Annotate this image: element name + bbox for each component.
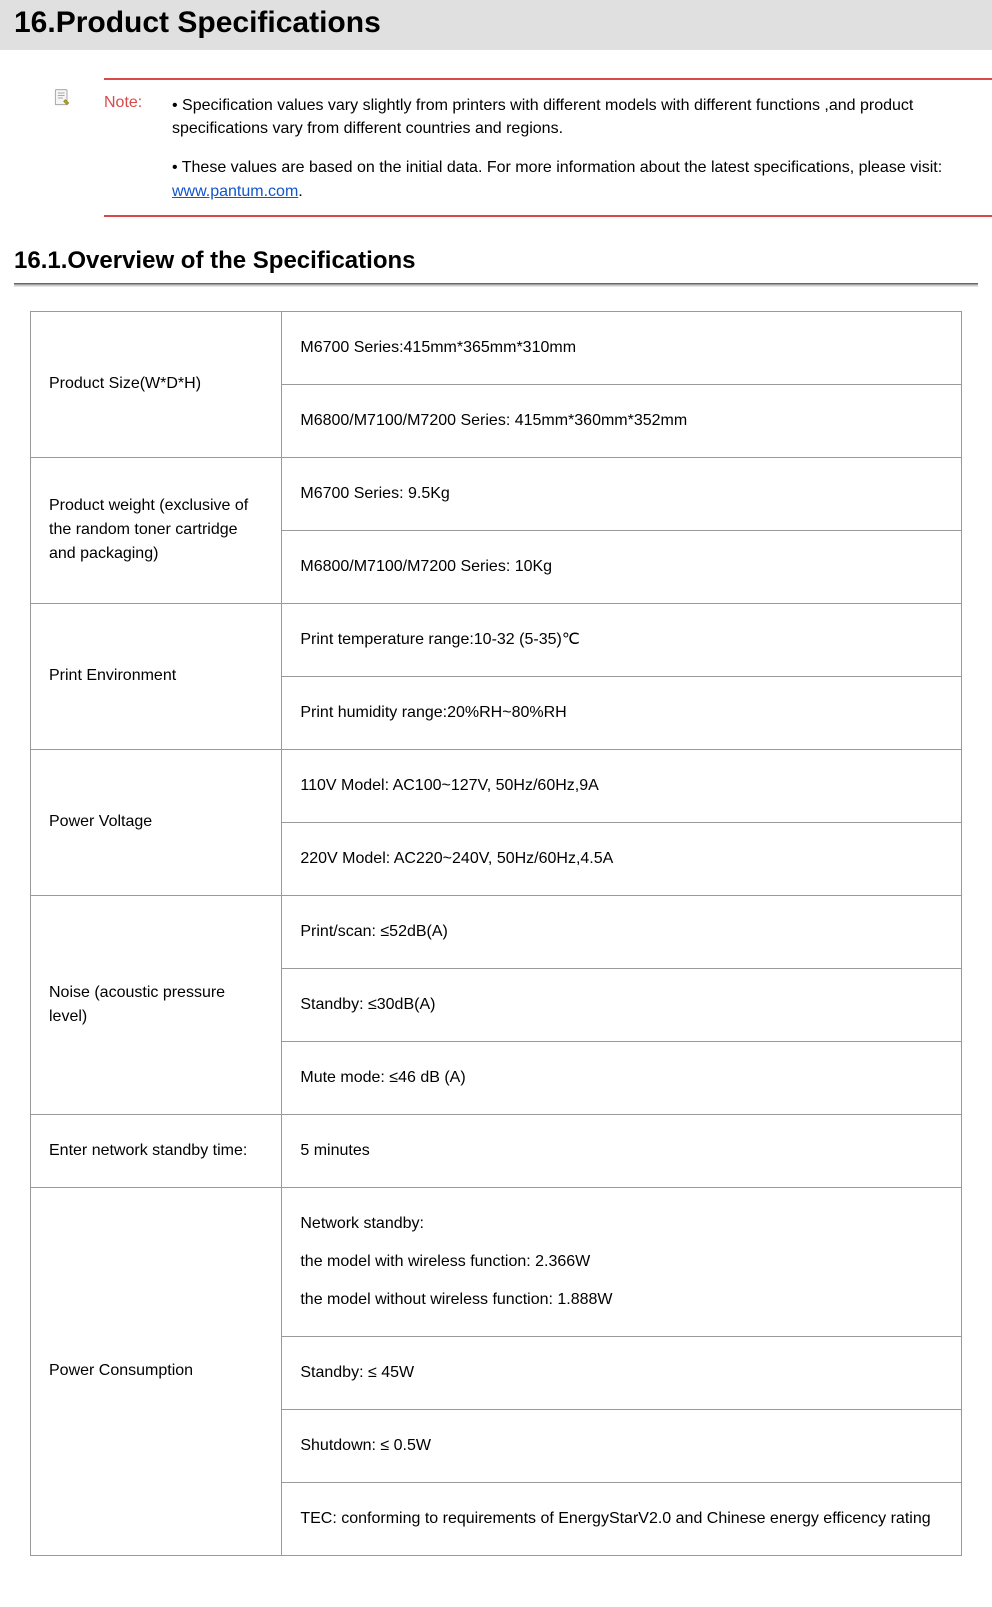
table-row: Power Voltage 110V Model: AC100~127V, 50… — [31, 749, 962, 822]
spec-value: Mute mode: ≤46 dB (A) — [282, 1041, 962, 1114]
spec-value: Print humidity range:20%RH~80%RH — [282, 676, 962, 749]
table-row: Print Environment Print temperature rang… — [31, 603, 962, 676]
spec-value: 220V Model: AC220~240V, 50Hz/60Hz,4.5A — [282, 822, 962, 895]
spec-value: Print/scan: ≤52dB(A) — [282, 895, 962, 968]
table-row: Enter network standby time: 5 minutes — [31, 1114, 962, 1187]
spec-label-power: Power Consumption — [31, 1187, 282, 1555]
spec-label-noise: Noise (acoustic pressure level) — [31, 895, 282, 1114]
table-row: Noise (acoustic pressure level) Print/sc… — [31, 895, 962, 968]
spec-label-env: Print Environment — [31, 603, 282, 749]
note-label: Note: — [104, 94, 164, 112]
spec-value: Network standby: the model with wireless… — [282, 1187, 962, 1336]
note-paragraph-1: • Specification values vary slightly fro… — [172, 94, 992, 140]
spec-label-size: Product Size(W*D*H) — [31, 311, 282, 457]
note-p2-before: • These values are based on the initial … — [172, 159, 942, 176]
note-container: Note: • Specification values vary slight… — [52, 78, 992, 217]
spec-value: 5 minutes — [282, 1114, 962, 1187]
spec-value: M6700 Series: 9.5Kg — [282, 457, 962, 530]
section-divider — [14, 283, 978, 287]
note-box: Note: • Specification values vary slight… — [104, 78, 992, 217]
spec-value: Print temperature range:10-32 (5-35)℃ — [282, 603, 962, 676]
spec-value: Standby: ≤ 45W — [282, 1336, 962, 1409]
spec-value: M6800/M7100/M7200 Series: 415mm*360mm*35… — [282, 384, 962, 457]
subsection-title: 16.1.Overview of the Specifications — [0, 247, 992, 283]
section-title: 16.Product Specifications — [0, 0, 992, 50]
note-paragraph-2: • These values are based on the initial … — [172, 156, 992, 202]
spec-label-volt: Power Voltage — [31, 749, 282, 895]
table-row: Product weight (exclusive of the random … — [31, 457, 962, 530]
spec-label-weight: Product weight (exclusive of the random … — [31, 457, 282, 603]
spec-value: TEC: conforming to requirements of Energ… — [282, 1482, 962, 1555]
spec-value-line: the model with wireless function: 2.366W — [300, 1250, 943, 1274]
spec-value: M6800/M7100/M7200 Series: 10Kg — [282, 530, 962, 603]
spec-value-line: Network standby: — [300, 1212, 943, 1236]
spec-value: M6700 Series:415mm*365mm*310mm — [282, 311, 962, 384]
note-p2-after: . — [298, 183, 302, 200]
spec-value: 110V Model: AC100~127V, 50Hz/60Hz,9A — [282, 749, 962, 822]
spec-table: Product Size(W*D*H) M6700 Series:415mm*3… — [30, 311, 962, 1556]
table-row: Product Size(W*D*H) M6700 Series:415mm*3… — [31, 311, 962, 384]
spec-value-line: the model without wireless function: 1.8… — [300, 1288, 943, 1312]
note-document-icon — [52, 88, 76, 113]
note-link[interactable]: www.pantum.com — [172, 183, 298, 200]
spec-value: Shutdown: ≤ 0.5W — [282, 1409, 962, 1482]
note-body: • Specification values vary slightly fro… — [172, 94, 992, 203]
table-row: Power Consumption Network standby: the m… — [31, 1187, 962, 1336]
spec-label-standby: Enter network standby time: — [31, 1114, 282, 1187]
spec-value: Standby: ≤30dB(A) — [282, 968, 962, 1041]
